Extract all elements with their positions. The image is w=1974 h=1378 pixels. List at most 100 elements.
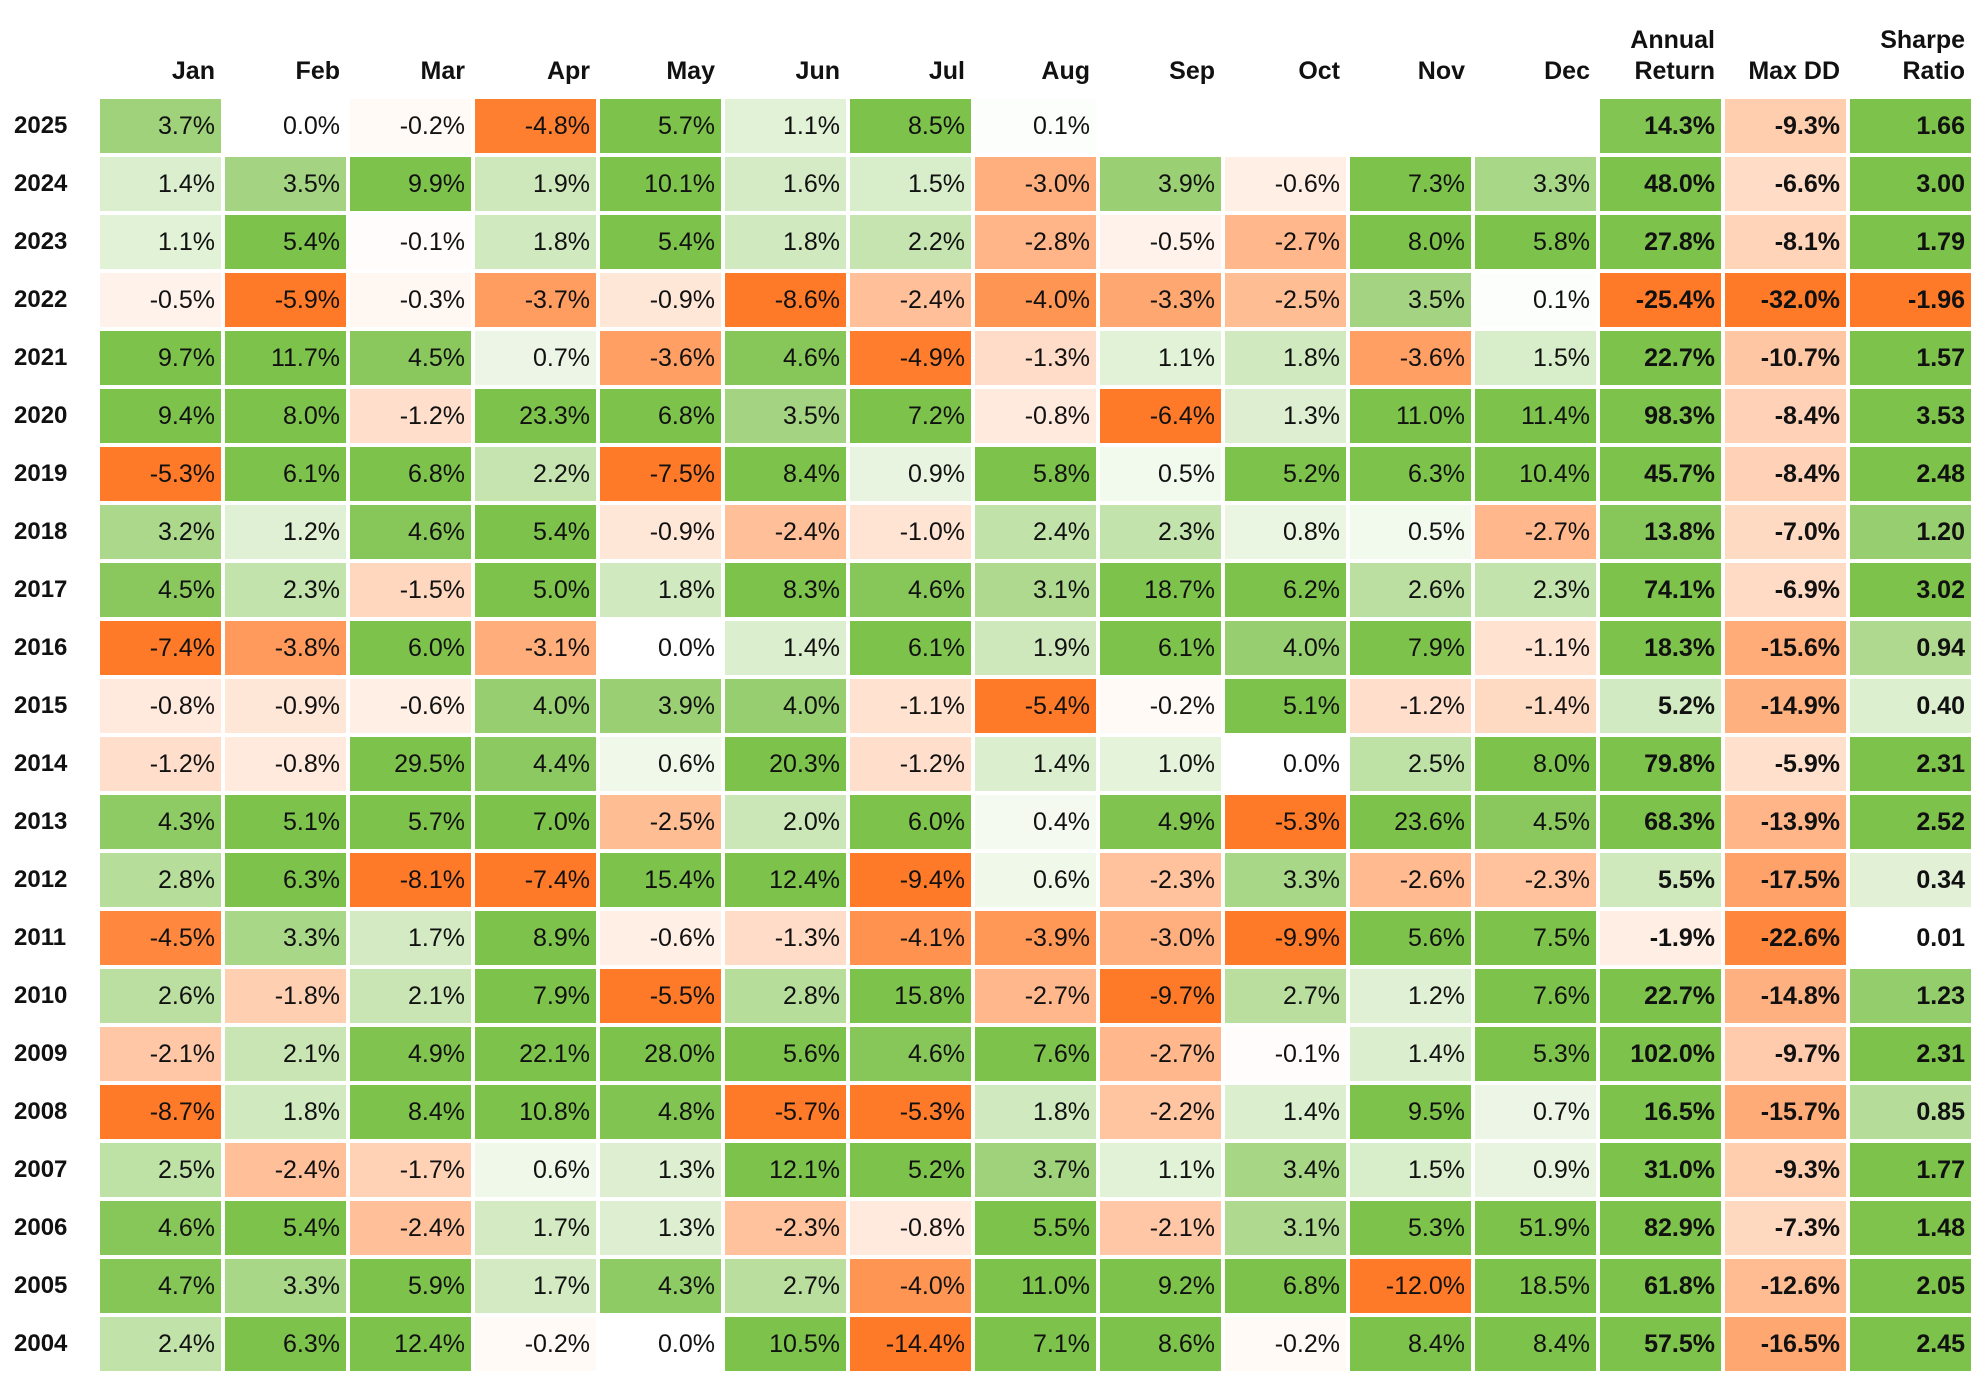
table-cell: 16.5% (1598, 1083, 1723, 1141)
table-cell: -0.2% (1223, 1315, 1348, 1373)
table-cell: -0.3% (348, 271, 473, 329)
table-cell: 3.3% (223, 1257, 348, 1315)
table-cell: -0.2% (473, 1315, 598, 1373)
table-cell: -4.5% (98, 909, 223, 967)
column-header: Apr (473, 0, 598, 97)
table-cell: 4.7% (98, 1257, 223, 1315)
table-cell: 3.3% (1223, 851, 1348, 909)
table-cell: 3.9% (1098, 155, 1223, 213)
table-cell: 1.4% (1223, 1083, 1348, 1141)
table-cell: 10.5% (723, 1315, 848, 1373)
table-cell: 79.8% (1598, 735, 1723, 793)
table-cell: 12.1% (723, 1141, 848, 1199)
row-label: 2008 (0, 1083, 98, 1141)
table-cell: 0.6% (973, 851, 1098, 909)
table-cell: 5.6% (723, 1025, 848, 1083)
table-cell: -0.8% (223, 735, 348, 793)
table-cell: 11.4% (1473, 387, 1598, 445)
table-cell: -5.9% (1723, 735, 1848, 793)
row-label: 2025 (0, 97, 98, 155)
table-cell: 3.53 (1848, 387, 1973, 445)
table-cell (1223, 97, 1348, 155)
table-cell: 0.5% (1098, 445, 1223, 503)
table-cell: -3.9% (973, 909, 1098, 967)
table-cell: 2.48 (1848, 445, 1973, 503)
table-cell: -8.4% (1723, 445, 1848, 503)
table-cell: 7.2% (848, 387, 973, 445)
table-cell: 23.6% (1348, 793, 1473, 851)
table-cell: 4.5% (1473, 793, 1598, 851)
table-cell: -2.3% (1473, 851, 1598, 909)
table-cell: 8.4% (1348, 1315, 1473, 1373)
table-cell: -7.3% (1723, 1199, 1848, 1257)
table-cell: -0.6% (1223, 155, 1348, 213)
table-cell: 3.9% (598, 677, 723, 735)
table-cell: 1.1% (1098, 329, 1223, 387)
table-cell: -6.4% (1098, 387, 1223, 445)
table-cell: -2.1% (98, 1025, 223, 1083)
table-cell: -1.2% (348, 387, 473, 445)
table-cell: 4.4% (473, 735, 598, 793)
row-label: 2016 (0, 619, 98, 677)
table-cell: 1.2% (223, 503, 348, 561)
table-cell: 4.9% (1098, 793, 1223, 851)
table-cell: 1.3% (598, 1141, 723, 1199)
table-cell: -2.7% (1473, 503, 1598, 561)
table-cell: 0.0% (598, 1315, 723, 1373)
table-cell: -17.5% (1723, 851, 1848, 909)
table-cell: 2.5% (98, 1141, 223, 1199)
table-cell: -12.0% (1348, 1257, 1473, 1315)
table-cell: 0.94 (1848, 619, 1973, 677)
table-cell: 5.0% (473, 561, 598, 619)
column-header: Jun (723, 0, 848, 97)
row-label: 2020 (0, 387, 98, 445)
table-cell: 0.0% (1223, 735, 1348, 793)
table-cell: 1.0% (1098, 735, 1223, 793)
table-cell: 0.01 (1848, 909, 1973, 967)
table-cell: -7.5% (598, 445, 723, 503)
table-cell: -0.1% (1223, 1025, 1348, 1083)
table-cell: -1.2% (1348, 677, 1473, 735)
table-cell: 1.23 (1848, 967, 1973, 1025)
table-cell: 6.8% (598, 387, 723, 445)
table-cell: -7.4% (98, 619, 223, 677)
table-cell: 11.7% (223, 329, 348, 387)
column-header: May (598, 0, 723, 97)
table-cell: 6.1% (848, 619, 973, 677)
table-cell: 1.4% (1348, 1025, 1473, 1083)
table-cell: 8.0% (1348, 213, 1473, 271)
table-cell: -0.1% (348, 213, 473, 271)
table-cell: 8.0% (223, 387, 348, 445)
table-cell: 1.3% (1223, 387, 1348, 445)
table-cell: 7.6% (1473, 967, 1598, 1025)
row-label: 2021 (0, 329, 98, 387)
table-cell: 8.6% (1098, 1315, 1223, 1373)
row-label: 2014 (0, 735, 98, 793)
table-cell: 14.3% (1598, 97, 1723, 155)
table-cell: -0.9% (598, 271, 723, 329)
table-cell: 1.7% (473, 1199, 598, 1257)
table-cell: 3.1% (1223, 1199, 1348, 1257)
table-cell: 5.8% (1473, 213, 1598, 271)
table-cell: 1.57 (1848, 329, 1973, 387)
column-header: Aug (973, 0, 1098, 97)
table-cell: 2.8% (98, 851, 223, 909)
row-label: 2006 (0, 1199, 98, 1257)
column-header: Max DD (1723, 0, 1848, 97)
table-cell: 23.3% (473, 387, 598, 445)
table-cell: 7.5% (1473, 909, 1598, 967)
table-cell: 0.5% (1348, 503, 1473, 561)
table-cell: -1.1% (848, 677, 973, 735)
table-cell: 6.0% (848, 793, 973, 851)
table-cell: 8.3% (723, 561, 848, 619)
table-cell: 2.2% (848, 213, 973, 271)
table-cell: 13.8% (1598, 503, 1723, 561)
table-cell: -0.8% (98, 677, 223, 735)
table-cell: -7.0% (1723, 503, 1848, 561)
table-cell: 1.1% (98, 213, 223, 271)
table-cell: 5.6% (1348, 909, 1473, 967)
row-label: 2015 (0, 677, 98, 735)
table-cell: 2.31 (1848, 1025, 1973, 1083)
table-cell: 2.31 (1848, 735, 1973, 793)
